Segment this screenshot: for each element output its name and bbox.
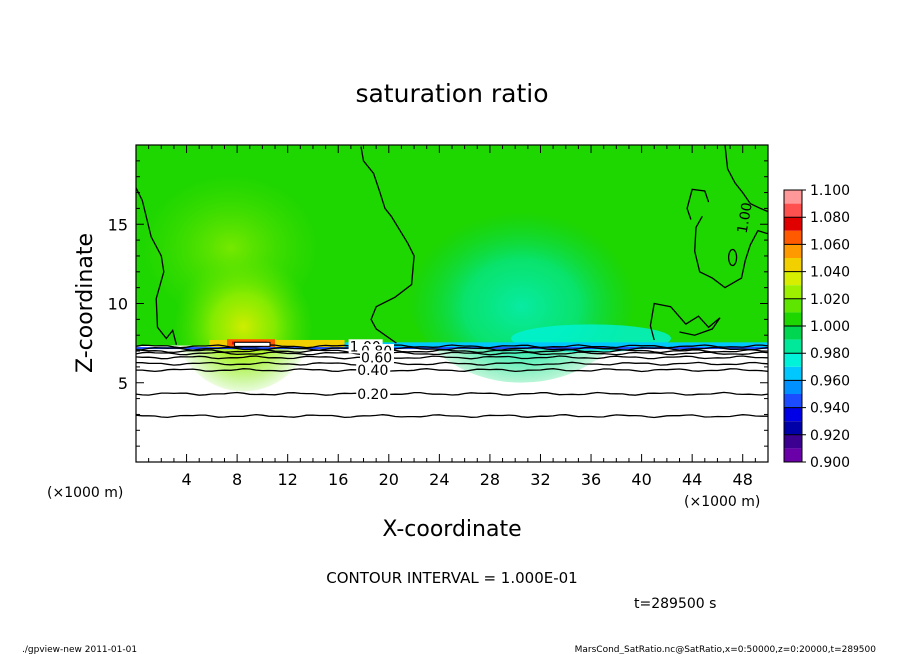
- colorbar-bin: [784, 339, 802, 354]
- colorbar-label: 1.100: [810, 183, 850, 199]
- x-axis-unit-left: (×1000 m): [47, 485, 123, 501]
- x-tick-label: 28: [480, 470, 500, 489]
- contour-line: [136, 346, 768, 351]
- footer-right: MarsCond_SatRatio.nc@SatRatio,x=0:50000,…: [575, 645, 877, 654]
- colorbar-bin: [784, 203, 802, 218]
- contour-line: [136, 355, 768, 360]
- chart-title: saturation ratio: [355, 79, 548, 108]
- y-tick-label: 10: [108, 295, 128, 314]
- contour-line-1.00: [686, 188, 710, 220]
- colorbar-label: 1.080: [810, 210, 850, 226]
- field-blue-edge: [136, 347, 768, 350]
- contour-line: [136, 344, 768, 349]
- contour-label-bg: [356, 386, 391, 401]
- time-label: t=289500 s: [634, 596, 716, 612]
- colorbar-bin: [784, 380, 802, 394]
- colorbar-bin: [784, 190, 802, 204]
- colorbar-labels: 1.100 1.080 1.060 1.040 1.020 1.000 0.980 0.960…: [784, 183, 850, 471]
- colorbar-bin: [784, 298, 802, 313]
- colorbar-label: 0.940: [810, 401, 850, 417]
- contour-label-bg: [359, 350, 394, 365]
- colorbar-bin: [784, 271, 802, 286]
- colorbar-label: 1.060: [810, 237, 850, 253]
- contour-line-1.00: [649, 302, 721, 341]
- contour-line-1.00: [724, 145, 768, 213]
- colorbar-bin: [784, 421, 802, 435]
- contour-line-1.00: [360, 146, 415, 344]
- colorbar-bin: [784, 394, 802, 408]
- colorbar: [784, 190, 802, 462]
- contour-line-1.00: [694, 215, 768, 289]
- colorbar-bin: [784, 258, 802, 272]
- plot-area: [136, 145, 768, 462]
- contour-peak-box: [234, 341, 271, 347]
- colorbar-bin: [784, 407, 802, 422]
- contour-lines: [136, 145, 768, 419]
- colorbar-bin: [784, 217, 802, 231]
- x-tick-label: 24: [429, 470, 449, 489]
- contour-line: [136, 368, 768, 373]
- contour-label: 0.40: [357, 363, 388, 379]
- colorbar-label: 0.920: [810, 428, 850, 444]
- contour-labels: 1.000.800.600.400.201.00: [348, 201, 756, 403]
- colorbar-label: 0.900: [810, 455, 850, 471]
- x-tick-label: 44: [682, 470, 702, 489]
- contour-label: 0.60: [361, 350, 392, 366]
- colorbar-bin: [784, 230, 802, 245]
- colorbar-label: 1.020: [810, 292, 850, 308]
- y-tick-label: 5: [118, 374, 128, 393]
- y-axis-label: Z-coordinate: [73, 233, 98, 373]
- x-axis-unit-right: (×1000 m): [684, 494, 760, 510]
- y-tick-label: 15: [108, 215, 128, 234]
- x-tick-label: 48: [733, 470, 753, 489]
- x-tick-label: 20: [379, 470, 399, 489]
- colorbar-bin: [784, 285, 802, 299]
- x-tick-label: 36: [581, 470, 601, 489]
- colorbar-bin: [784, 244, 802, 258]
- contour-line-1.00: [136, 187, 178, 345]
- colorbar-label: 0.960: [810, 373, 850, 389]
- y-axis-ticks: 5 10 15: [108, 160, 768, 447]
- colorbar-bin: [784, 366, 802, 381]
- x-tick-label: 40: [631, 470, 651, 489]
- contour-label: 0.20: [357, 387, 388, 403]
- x-axis-label: X-coordinate: [382, 517, 521, 542]
- contour-line: [136, 351, 768, 356]
- contour-label: 1.00: [735, 201, 756, 234]
- contour-label-bg: [356, 363, 391, 378]
- colorbar-label: 1.000: [810, 319, 850, 335]
- colorbar-label: 1.040: [810, 265, 850, 281]
- colorbar-bin: [784, 434, 802, 449]
- x-tick-label: 32: [530, 470, 550, 489]
- contour-interval: CONTOUR INTERVAL = 1.000E-01: [326, 569, 577, 587]
- colorbar-bin: [784, 312, 802, 326]
- x-tick-label: 4: [181, 470, 191, 489]
- field-low-strip: [344, 342, 768, 348]
- x-tick-label: 8: [232, 470, 242, 489]
- field-high-strip: [209, 339, 345, 348]
- colorbar-bin: [784, 448, 802, 462]
- x-axis-ticks: 4 8 12 16 20 24 28 32 36 40 44 48: [148, 145, 756, 489]
- contour-line: [136, 361, 768, 366]
- colorbar-label: 0.980: [810, 346, 850, 362]
- colorbar-bin: [784, 353, 802, 367]
- footer-left: ./gpview-new 2011-01-01: [22, 645, 137, 654]
- colorbar-bin: [784, 326, 802, 340]
- field-warm-core: [173, 247, 314, 392]
- contour-closed: [727, 248, 738, 267]
- contour-line: [136, 348, 768, 354]
- x-tick-label: 12: [278, 470, 298, 489]
- contour-line: [136, 391, 768, 396]
- contour-line: [136, 413, 768, 419]
- x-tick-label: 16: [328, 470, 348, 489]
